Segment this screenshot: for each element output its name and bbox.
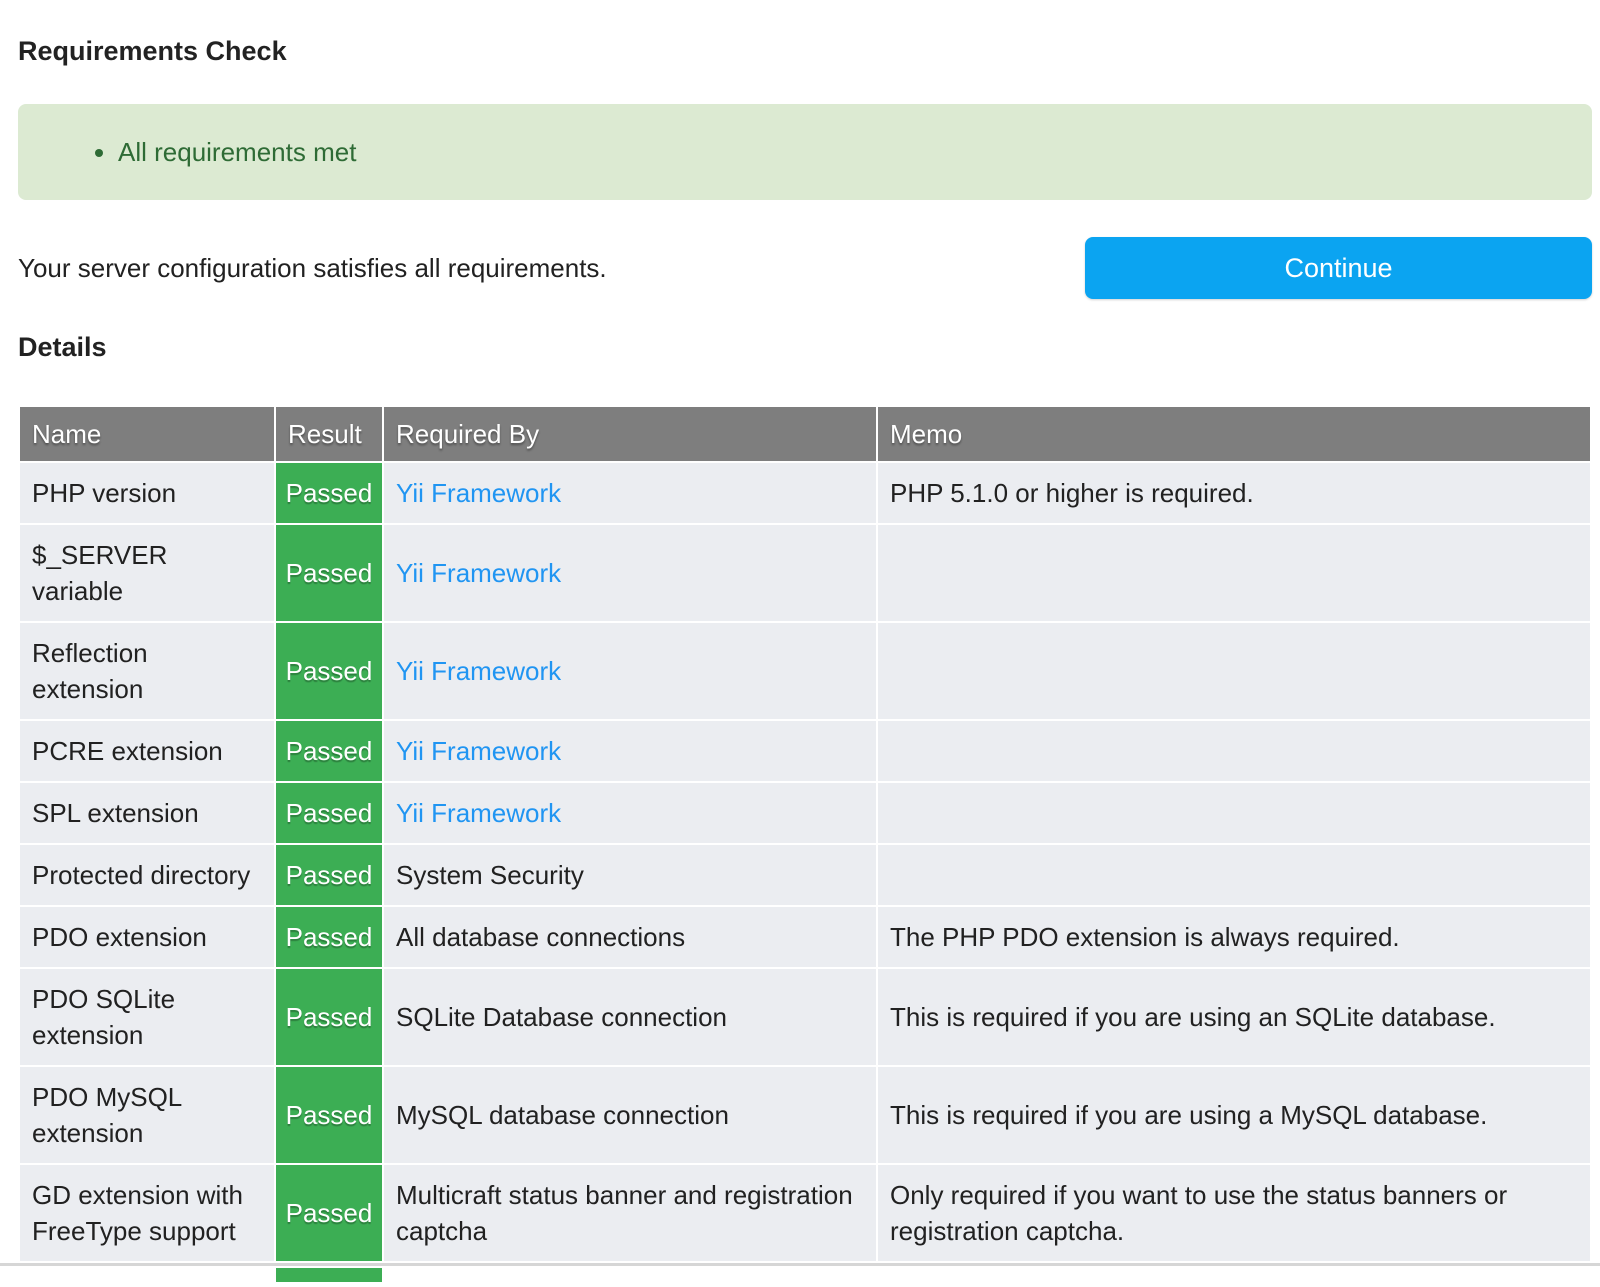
result-badge: Passed [276,623,382,719]
memo [878,845,1590,905]
requirements-table-body: PHP version Passed Yii Framework PHP 5.1… [20,463,1590,1261]
requirement-name: PCRE extension [20,721,274,781]
requirement-name: PDO extension [20,907,274,967]
requirement-name: $_SERVER variable [20,525,274,621]
memo [878,721,1590,781]
required-by-link[interactable]: Yii Framework [384,525,876,621]
required-by-link[interactable]: Yii Framework [384,623,876,719]
result-badge: Passed [276,907,382,967]
requirement-name: SPL extension [20,783,274,843]
result-badge: Passed [276,463,382,523]
result-badge: Passed [276,525,382,621]
required-by-link[interactable]: Yii Framework [384,783,876,843]
requirement-name: PDO MySQL extension [20,1067,274,1163]
requirement-name: PHP version [20,463,274,523]
alert-list: All requirements met [18,134,1592,170]
page-title: Requirements Check [18,36,287,66]
memo: Only required if you want to use the sta… [878,1165,1590,1261]
required-by: Multicraft status banner and registratio… [384,1165,876,1261]
memo [878,623,1590,719]
column-header-memo: Memo [878,407,1590,461]
details-heading: Details [18,332,107,362]
table-row: PHP version Passed Yii Framework PHP 5.1… [20,463,1590,523]
memo: PHP 5.1.0 or higher is required. [878,463,1590,523]
table-row: GD extension with FreeType support Passe… [20,1165,1590,1261]
column-header-name: Name [20,407,274,461]
requirement-name: Protected directory [20,845,274,905]
required-by: System Security [384,845,876,905]
required-by: MySQL database connection [384,1067,876,1163]
memo: This is required if you are using a MySQ… [878,1067,1590,1163]
memo [878,525,1590,621]
required-by: All database connections [384,907,876,967]
table-row: Reflection extension Passed Yii Framewor… [20,623,1590,719]
result-badge: Passed [276,1067,382,1163]
table-row: $_SERVER variable Passed Yii Framework [20,525,1590,621]
table-row: PDO SQLite extension Passed SQLite Datab… [20,969,1590,1065]
table-header-row: Name Result Required By Memo [20,407,1590,461]
column-header-result: Result [276,407,382,461]
result-badge: Passed [276,721,382,781]
result-badge: Passed [276,845,382,905]
summary-text: Your server configuration satisfies all … [18,252,607,283]
column-header-required-by: Required By [384,407,876,461]
partial-next-row-result-cell [276,1268,382,1282]
result-badge: Passed [276,969,382,1065]
requirement-name: PDO SQLite extension [20,969,274,1065]
required-by-link[interactable]: Yii Framework [384,463,876,523]
result-badge: Passed [276,783,382,843]
table-row: PCRE extension Passed Yii Framework [20,721,1590,781]
table-row: PDO extension Passed All database connec… [20,907,1590,967]
requirement-name: GD extension with FreeType support [20,1165,274,1261]
continue-button[interactable]: Continue [1085,237,1592,299]
table-bottom-divider [0,1263,1600,1266]
table-row: Protected directory Passed System Securi… [20,845,1590,905]
memo: The PHP PDO extension is always required… [878,907,1590,967]
memo: This is required if you are using an SQL… [878,969,1590,1065]
required-by-link[interactable]: Yii Framework [384,721,876,781]
requirements-table: Name Result Required By Memo PHP version… [18,405,1592,1263]
memo [878,783,1590,843]
table-row: SPL extension Passed Yii Framework [20,783,1590,843]
success-alert: All requirements met [18,104,1592,200]
alert-item: All requirements met [118,134,1592,170]
action-row: Your server configuration satisfies all … [18,237,1592,299]
required-by: SQLite Database connection [384,969,876,1065]
requirements-page: Requirements Check All requirements met … [0,36,1600,1282]
requirement-name: Reflection extension [20,623,274,719]
result-badge: Passed [276,1165,382,1261]
table-row: PDO MySQL extension Passed MySQL databas… [20,1067,1590,1163]
